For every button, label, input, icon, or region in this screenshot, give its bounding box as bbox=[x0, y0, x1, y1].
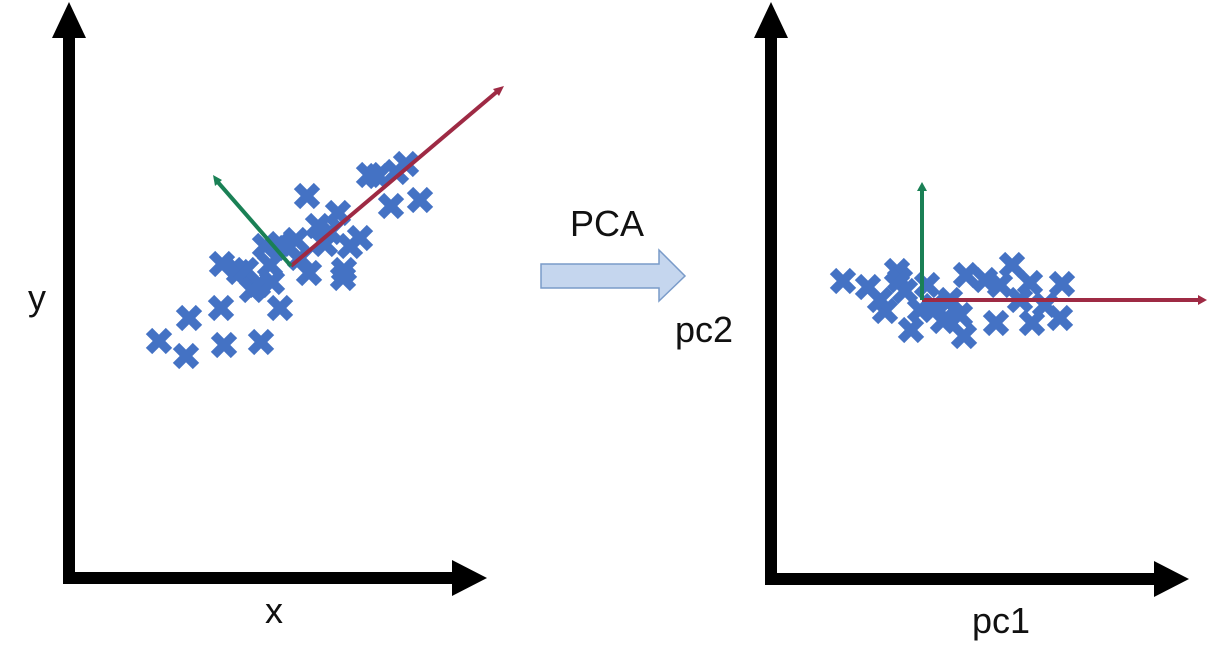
left-x-axis-label: x bbox=[265, 590, 283, 631]
right-pc-vectors bbox=[917, 182, 1207, 305]
right-point-marker bbox=[829, 267, 857, 295]
right-y-axis-arrowhead bbox=[754, 2, 788, 38]
left-y-axis-label: y bbox=[28, 277, 46, 318]
left-point-marker bbox=[406, 186, 434, 214]
right-point-marker bbox=[998, 251, 1026, 279]
left-point-marker bbox=[207, 294, 235, 322]
left-scatter-markers bbox=[145, 150, 434, 370]
right-pc1-arrowhead bbox=[1198, 295, 1207, 305]
right-point-marker bbox=[866, 286, 894, 314]
left-point-marker bbox=[210, 331, 238, 359]
right-point-marker bbox=[886, 266, 914, 294]
right-point-marker bbox=[929, 307, 957, 335]
right-y-axis-label: pc2 bbox=[675, 309, 734, 350]
left-point-marker bbox=[293, 182, 321, 210]
right-x-axis-arrowhead bbox=[1154, 561, 1189, 597]
pca-label: PCA bbox=[570, 203, 645, 244]
left-point-marker bbox=[175, 304, 203, 332]
left-point-marker bbox=[336, 232, 364, 260]
right-x-axis-label: pc1 bbox=[972, 600, 1031, 641]
left-point-marker bbox=[232, 256, 260, 284]
left-pc1-vector bbox=[289, 88, 501, 268]
pca-transform-arrow bbox=[540, 248, 687, 303]
left-axes bbox=[52, 2, 487, 596]
left-pc2-arrowhead bbox=[213, 175, 222, 186]
right-point-marker bbox=[952, 261, 980, 289]
right-axes bbox=[754, 2, 1189, 597]
right-point-marker bbox=[982, 309, 1010, 337]
left-point-marker bbox=[145, 327, 173, 355]
right-point-marker bbox=[1048, 270, 1076, 298]
right-point-marker bbox=[950, 322, 978, 350]
left-point-marker bbox=[364, 162, 392, 190]
right-point-marker bbox=[906, 296, 934, 324]
left-point-marker bbox=[256, 251, 284, 279]
right-pc2-arrowhead bbox=[917, 182, 927, 191]
left-y-axis-arrowhead bbox=[52, 2, 86, 38]
right-point-marker bbox=[897, 316, 925, 344]
left-pc2-vector bbox=[214, 178, 293, 268]
left-pc-vectors bbox=[213, 86, 504, 268]
left-x-axis-arrowhead bbox=[452, 560, 487, 596]
left-point-marker bbox=[208, 250, 236, 278]
left-point-marker bbox=[377, 192, 405, 220]
left-point-marker bbox=[329, 264, 357, 292]
left-point-marker bbox=[238, 276, 266, 304]
right-point-marker bbox=[986, 271, 1014, 299]
left-point-marker bbox=[382, 158, 410, 186]
left-point-marker bbox=[172, 342, 200, 370]
right-point-marker bbox=[1016, 269, 1044, 297]
right-point-marker bbox=[946, 301, 974, 329]
left-pc1-arrowhead bbox=[493, 86, 504, 96]
left-point-marker bbox=[247, 328, 275, 356]
left-point-marker bbox=[266, 294, 294, 322]
